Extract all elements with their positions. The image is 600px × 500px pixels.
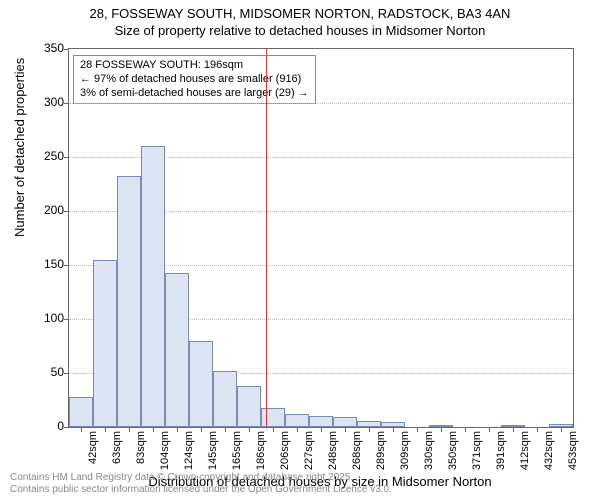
xtick-mark [225,427,226,432]
histogram-bar [69,397,93,427]
xtick-label: 309sqm [399,431,411,470]
xtick-label: 412sqm [519,431,531,470]
xtick-mark [297,427,298,432]
ytick-label: 300 [34,95,64,109]
xtick-label: 227sqm [303,431,315,470]
ytick-label: 350 [34,41,64,55]
footer-attribution: Contains HM Land Registry data © Crown c… [10,472,392,496]
callout-box: 28 FOSSEWAY SOUTH: 196sqm ← 97% of detac… [73,55,316,104]
ytick-mark [64,157,69,158]
reference-line [266,49,267,427]
xtick-mark [513,427,514,432]
footer-line-1: Contains HM Land Registry data © Crown c… [10,472,392,484]
callout-line-3: 3% of semi-detached houses are larger (2… [80,87,309,101]
xtick-mark [81,427,82,432]
xtick-mark [129,427,130,432]
xtick-label: 165sqm [231,431,243,470]
histogram-bar [141,146,165,427]
callout-line-2: ← 97% of detached houses are smaller (91… [80,73,309,87]
ytick-label: 100 [34,311,64,325]
histogram-bar [309,416,333,427]
xtick-label: 145sqm [207,431,219,470]
ytick-label: 50 [34,365,64,379]
xtick-label: 432sqm [543,431,555,470]
histogram-bar [189,341,213,427]
xtick-label: 268sqm [351,431,363,470]
xtick-mark [273,427,274,432]
xtick-mark [537,427,538,432]
xtick-mark [489,427,490,432]
xtick-mark [177,427,178,432]
xtick-mark [249,427,250,432]
ytick-label: 200 [34,203,64,217]
ytick-mark [64,265,69,266]
ytick-mark [64,427,69,428]
xtick-mark [561,427,562,432]
xtick-mark [345,427,346,432]
xtick-label: 453sqm [567,431,579,470]
xtick-label: 42sqm [87,431,99,464]
histogram-bar [117,176,141,427]
xtick-label: 83sqm [135,431,147,464]
xtick-mark [465,427,466,432]
xtick-label: 206sqm [279,431,291,470]
histogram-bar [213,371,237,427]
xtick-mark [105,427,106,432]
title-line-2: Size of property relative to detached ho… [0,23,600,40]
xtick-label: 371sqm [471,431,483,470]
chart-container: { "title": { "line1": "28, FOSSEWAY SOUT… [0,0,600,500]
xtick-mark [417,427,418,432]
footer-line-2: Contains public sector information licen… [10,484,392,496]
ytick-label: 150 [34,257,64,271]
xtick-label: 186sqm [255,431,267,470]
xtick-label: 63sqm [111,431,123,464]
histogram-bar [237,386,261,427]
xtick-label: 124sqm [183,431,195,470]
callout-line-1: 28 FOSSEWAY SOUTH: 196sqm [80,59,309,73]
xtick-mark [393,427,394,432]
chart-title: 28, FOSSEWAY SOUTH, MIDSOMER NORTON, RAD… [0,0,600,40]
histogram-bar [333,417,357,427]
xtick-mark [441,427,442,432]
xtick-mark [153,427,154,432]
ytick-label: 0 [34,419,64,433]
ytick-mark [64,211,69,212]
histogram-bar [165,273,189,427]
xtick-mark [201,427,202,432]
xtick-label: 350sqm [447,431,459,470]
histogram-bar [285,414,309,427]
title-line-1: 28, FOSSEWAY SOUTH, MIDSOMER NORTON, RAD… [0,6,600,23]
xtick-mark [369,427,370,432]
xtick-label: 289sqm [375,431,387,470]
xtick-mark [321,427,322,432]
ytick-label: 250 [34,149,64,163]
ytick-mark [64,49,69,50]
y-axis-label: Number of detached properties [12,58,27,237]
ytick-mark [64,373,69,374]
ytick-mark [64,103,69,104]
gridline [69,103,573,104]
ytick-mark [64,319,69,320]
xtick-label: 248sqm [327,431,339,470]
xtick-label: 104sqm [159,431,171,470]
xtick-label: 330sqm [423,431,435,470]
histogram-bar [93,260,117,427]
xtick-label: 391sqm [495,431,507,470]
plot-area: 28 FOSSEWAY SOUTH: 196sqm ← 97% of detac… [68,48,574,428]
